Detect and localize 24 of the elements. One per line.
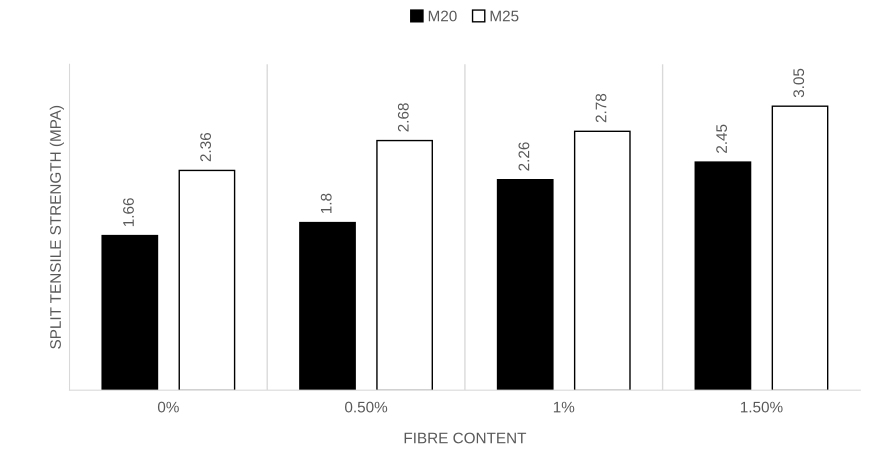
x-tick-label: 0.50% <box>345 402 388 412</box>
bar <box>772 105 828 390</box>
bar <box>694 161 752 390</box>
legend-label: M20 <box>428 10 457 22</box>
bar <box>496 179 554 390</box>
bar <box>376 140 433 390</box>
data-label: 1.66 <box>123 198 134 226</box>
x-tick-label: 0% <box>158 402 179 412</box>
data-label: 2.45 <box>716 124 728 153</box>
bar <box>574 130 631 390</box>
bar <box>178 170 236 390</box>
data-label: 2.78 <box>596 94 606 122</box>
x-axis-title: FIBRE CONTENT <box>404 432 526 444</box>
x-tick-label: 1.50% <box>740 402 783 412</box>
x-tick-label: 1% <box>554 402 574 412</box>
y-axis-title: SPLIT TENSILE STRENGTH (MPA) <box>50 106 64 349</box>
data-label: 2.26 <box>518 142 530 171</box>
data-label: 3.05 <box>793 68 804 98</box>
data-label: 2.36 <box>200 133 212 162</box>
data-label: 1.8 <box>320 194 332 214</box>
data-label: 2.68 <box>398 103 409 132</box>
bar <box>101 234 158 390</box>
legend-label: M25 <box>490 10 518 22</box>
bar <box>299 222 356 390</box>
